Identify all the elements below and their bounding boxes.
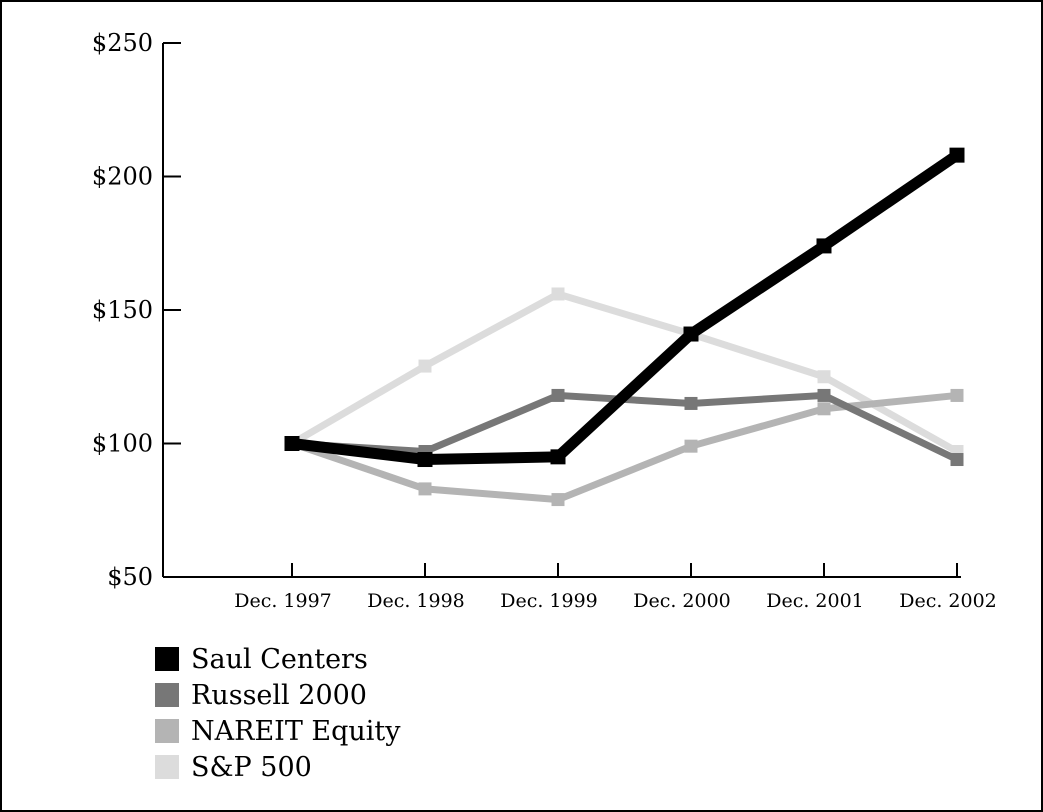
y-tick-label: $150 [92, 296, 153, 324]
x-tick-label: Dec. 2000 [633, 590, 731, 612]
legend-item-saul-centers: Saul Centers [155, 641, 401, 677]
legend-item-russell-2000: Russell 2000 [155, 677, 401, 713]
series-lines [284, 147, 965, 507]
data-point-nareit-equity [817, 402, 831, 416]
x-tick-label: Dec. 1998 [367, 590, 465, 612]
legend-swatch [155, 683, 179, 707]
data-point-saul-centers [417, 452, 433, 468]
data-point-saul-centers [949, 147, 965, 163]
data-point-nareit-equity [551, 493, 565, 507]
legend: Saul Centers Russell 2000 NAREIT Equity S&P… [155, 641, 401, 785]
data-point-s-p-500 [551, 287, 565, 301]
x-axis-ticks: Dec. 1997 Dec. 1998 Dec. 1999 Dec. 2000 Dec.… [234, 563, 997, 612]
legend-label: NAREIT Equity [191, 715, 401, 747]
y-tick-label: $250 [92, 29, 153, 57]
legend-item-nareit-equity: NAREIT Equity [155, 713, 401, 749]
y-tick-label: $50 [107, 563, 153, 591]
data-point-nareit-equity [418, 482, 432, 496]
x-tick-label: Dec. 1997 [234, 590, 332, 612]
series-line-s-p-500 [290, 290, 959, 455]
legend-label: Saul Centers [191, 643, 368, 675]
series-line-saul-centers [291, 150, 961, 466]
data-point-russell-2000 [684, 396, 698, 410]
data-point-s-p-500 [817, 370, 831, 384]
data-point-russell-2000 [950, 453, 964, 467]
data-point-s-p-500 [418, 359, 432, 373]
data-point-saul-centers [816, 238, 832, 254]
data-point-saul-centers [284, 436, 300, 451]
legend-swatch [155, 755, 179, 779]
line-chart: $50$100$150$200$250 Dec. 1997 Dec. 1998 De… [92, 29, 997, 612]
data-point-russell-2000 [817, 388, 831, 402]
x-tick-label: Dec. 1999 [500, 590, 598, 612]
x-tick-label: Dec. 2001 [766, 590, 864, 612]
data-point-saul-centers [683, 326, 699, 342]
y-axis-ticks: $50 $100 $150 $200 $250 [92, 29, 181, 591]
data-point-saul-centers [550, 449, 566, 465]
legend-swatch [155, 647, 179, 671]
legend-label: S&P 500 [191, 751, 312, 783]
data-point-nareit-equity [950, 388, 964, 402]
legend-swatch [155, 719, 179, 743]
legend-item-s-p-500: S&P 500 [155, 749, 401, 785]
x-tick-label: Dec. 2002 [899, 590, 997, 612]
data-point-russell-2000 [551, 388, 565, 402]
data-point-nareit-equity [684, 439, 698, 453]
y-tick-label: $200 [92, 163, 153, 191]
legend-label: Russell 2000 [191, 679, 367, 711]
y-tick-label: $100 [92, 430, 153, 458]
